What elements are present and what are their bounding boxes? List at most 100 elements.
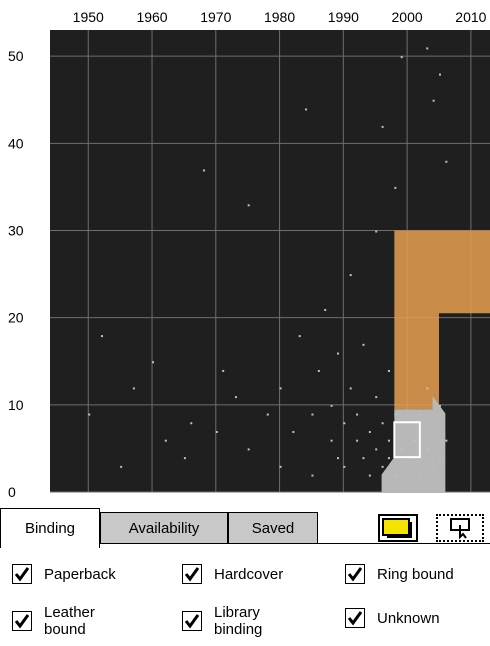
dense-cluster — [381, 396, 446, 492]
data-point — [394, 186, 397, 189]
data-point — [394, 413, 397, 416]
data-point — [336, 352, 339, 355]
scatter-plot[interactable]: 1950 1960 1970 1980 1990 2000 2010 0 10 20 30 40 50 — [0, 0, 490, 508]
filter-library-binding[interactable]: Library binding — [182, 604, 294, 638]
data-point — [432, 99, 435, 102]
data-point — [368, 474, 371, 477]
data-point — [305, 108, 308, 111]
binding-filter-panel: Paperback Hardcover Ring bound Leather b… — [0, 548, 490, 646]
data-point — [413, 439, 416, 442]
checkmark-icon — [184, 567, 200, 582]
y-tick-label: 50 — [8, 48, 24, 64]
checkmark-icon — [184, 614, 200, 629]
data-point — [132, 387, 135, 390]
filter-label: Hardcover — [214, 565, 284, 583]
scatter-plot-svg[interactable]: 1950 1960 1970 1980 1990 2000 2010 0 10 20 30 40 50 — [0, 0, 490, 508]
data-point — [381, 422, 384, 425]
pointer-select-icon — [450, 518, 470, 540]
x-tick-label: 1950 — [73, 9, 104, 25]
data-point — [317, 369, 320, 372]
data-point — [247, 204, 250, 207]
filter-label: Library binding — [214, 604, 263, 638]
data-point — [330, 404, 333, 407]
filter-unknown[interactable]: Unknown — [345, 608, 440, 628]
data-point — [400, 430, 403, 433]
data-point — [445, 160, 448, 163]
checkbox[interactable] — [182, 564, 202, 584]
filter-leather-bound[interactable]: Leather bound — [12, 604, 124, 638]
x-tick-label: 2000 — [392, 9, 423, 25]
x-tick-label: 1960 — [136, 9, 167, 25]
data-point — [336, 457, 339, 460]
filter-label: Ring bound — [377, 565, 454, 583]
data-point — [234, 396, 237, 399]
data-point — [183, 457, 186, 460]
data-point — [343, 422, 346, 425]
selection-box — [393, 421, 421, 459]
y-tick-label: 0 — [8, 484, 16, 500]
x-tick-label: 1980 — [264, 9, 295, 25]
data-point — [387, 369, 390, 372]
y-tick-label: 40 — [8, 135, 24, 151]
rectangle-select-icon — [382, 518, 412, 538]
checkmark-icon — [14, 567, 30, 582]
data-point — [426, 47, 429, 50]
data-point — [387, 457, 390, 460]
pointer-select-button[interactable] — [436, 514, 484, 542]
checkbox[interactable] — [345, 564, 365, 584]
data-point — [394, 474, 397, 477]
y-tick-label: 30 — [8, 222, 24, 238]
y-tick-label: 20 — [8, 310, 24, 326]
data-point — [190, 422, 193, 425]
data-point — [349, 387, 352, 390]
tab-saved[interactable]: Saved — [228, 512, 318, 544]
tab-bar: Binding Availability Saved — [0, 508, 490, 548]
data-point — [152, 361, 155, 364]
data-point — [203, 169, 206, 172]
data-point — [400, 448, 403, 451]
checkbox[interactable] — [182, 611, 202, 631]
data-point — [266, 413, 269, 416]
data-point — [375, 448, 378, 451]
checkbox[interactable] — [12, 564, 32, 584]
data-point — [349, 274, 352, 277]
x-tick-label: 2010 — [455, 9, 486, 25]
data-point — [381, 125, 384, 128]
filter-label: Paperback — [44, 565, 116, 583]
data-point — [400, 56, 403, 59]
data-point — [324, 308, 327, 311]
data-point — [279, 465, 282, 468]
x-tick-label: 1970 — [200, 9, 231, 25]
data-point — [368, 430, 371, 433]
data-point — [375, 230, 378, 233]
filter-label: Unknown — [377, 609, 440, 627]
checkmark-icon — [347, 611, 363, 626]
data-point — [215, 430, 218, 433]
data-point — [387, 439, 390, 442]
data-point — [407, 465, 410, 468]
data-point — [419, 474, 422, 477]
data-point — [279, 387, 282, 390]
filter-paperback[interactable]: Paperback — [12, 564, 116, 584]
data-point — [222, 369, 225, 372]
data-point — [101, 335, 104, 338]
data-point — [88, 413, 91, 416]
filter-hardcover[interactable]: Hardcover — [182, 564, 283, 584]
data-point — [438, 73, 441, 76]
filter-label: Leather bound — [44, 604, 95, 638]
checkbox[interactable] — [345, 608, 365, 628]
data-point — [356, 413, 359, 416]
data-point — [445, 439, 448, 442]
data-point — [426, 448, 429, 451]
data-point — [407, 422, 410, 425]
data-point — [343, 465, 346, 468]
data-point — [120, 465, 123, 468]
checkbox[interactable] — [12, 611, 32, 631]
data-point — [247, 448, 250, 451]
checkmark-icon — [14, 614, 30, 629]
filter-ring-bound[interactable]: Ring bound — [345, 564, 454, 584]
rectangle-select-button[interactable] — [378, 514, 418, 542]
data-point — [362, 457, 365, 460]
tab-availability[interactable]: Availability — [100, 512, 228, 544]
tab-binding[interactable]: Binding — [0, 508, 100, 548]
